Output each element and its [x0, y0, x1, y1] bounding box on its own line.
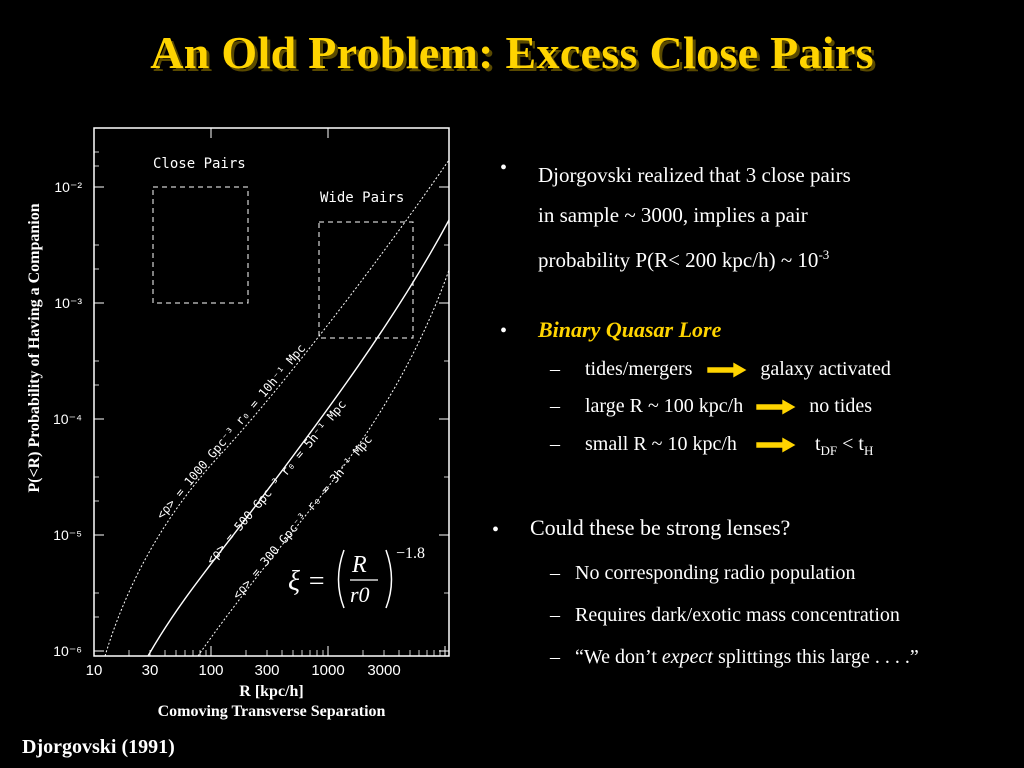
slide-title: An Old Problem: Excess Close Pairs [150, 27, 874, 78]
curve-300 [197, 269, 450, 657]
bullet-1: Djorgovski realized that 3 close pairs i… [538, 155, 851, 280]
wide-pairs-label: Wide Pairs [320, 190, 404, 206]
bullet-1-line3: probability P(R< 200 kpc/h) ~ 10-3 [538, 247, 830, 272]
bullet-3-sub1: No corresponding radio population [575, 562, 856, 584]
y-tick-label: 10⁻² [54, 179, 82, 195]
bullet-2-head: Binary Quasar Lore [538, 317, 722, 342]
y-tick-label: 10⁻⁶ [53, 643, 82, 659]
y-minor-ticks [94, 151, 449, 618]
bullet-2-sub2: large R ~ 100 kpc/h no tides [585, 395, 872, 417]
right-arrow-icon [756, 399, 797, 416]
curve-label-1000: <ρ> = 1000 Gpc⁻³ r₀ = 10h⁻¹ Mpc [154, 341, 309, 522]
plot-frame [93, 127, 450, 657]
x-tick-label: 3000 [367, 662, 400, 679]
bullet-2-sub1: tides/mergers galaxy activated [585, 358, 891, 380]
xlabel-units: R [kpc/h] [239, 683, 304, 700]
x-tick-label: 300 [254, 662, 279, 679]
y-tick-labels: 10⁻² 10⁻³ 10⁻⁴ 10⁻⁵ 10⁻⁶ [53, 179, 82, 659]
wide-pairs-box [318, 221, 414, 339]
formula-right-paren [385, 549, 393, 609]
dash: – [550, 433, 560, 455]
dash: – [550, 358, 560, 380]
bullet-marker: • [500, 157, 508, 179]
xlabel-title: Comoving Transverse Separation [157, 703, 386, 720]
citation: Djorgovski (1991) [22, 736, 175, 758]
curve-500 [147, 219, 450, 657]
formula-den: r0 [350, 582, 370, 607]
bullet-3-head: Could these be strong lenses? [530, 515, 791, 540]
dash: – [550, 395, 560, 417]
y-major-ticks [94, 186, 449, 652]
y-tick-label: 10⁻³ [54, 295, 82, 311]
correlation-formula: ξ = R r0 −1.8 [288, 545, 425, 609]
x-tick-labels: 10 30 100 300 1000 3000 [86, 662, 401, 679]
bullet-1-line1: Djorgovski realized that 3 close pairs [538, 163, 851, 187]
dash: – [550, 646, 560, 668]
x-tick-label: 30 [142, 662, 159, 679]
bullet-marker: • [500, 320, 508, 342]
bullet-3-sub2: Requires dark/exotic mass concentration [575, 604, 900, 626]
close-pairs-label: Close Pairs [153, 156, 246, 172]
dash: – [550, 604, 560, 626]
x-tick-label: 1000 [311, 662, 344, 679]
bullet-3-sub3: “We don’t expect splittings this large .… [575, 646, 919, 668]
formula-left-paren [337, 549, 345, 609]
formula-num: R [351, 552, 367, 578]
x-minor-ticks [128, 650, 441, 656]
right-arrow-icon [755, 437, 796, 454]
close-pairs-box [152, 186, 249, 304]
x-tick-label: 10 [86, 662, 103, 679]
x-major-ticks [93, 128, 446, 656]
right-arrow-icon [707, 362, 748, 379]
bullet-1-line2: in sample ~ 3000, implies a pair [538, 203, 808, 227]
x-tick-label: 100 [198, 662, 223, 679]
bullet-2-sub3: small R ~ 10 kpc/h tDF < tH [585, 433, 874, 458]
curve-1000 [104, 159, 450, 657]
y-tick-label: 10⁻⁵ [53, 527, 82, 543]
bullet-marker: • [492, 519, 500, 541]
formula-lhs: ξ = [288, 566, 326, 597]
dash: – [550, 562, 560, 584]
y-tick-label: 10⁻⁴ [53, 411, 82, 427]
formula-exp: −1.8 [396, 545, 425, 562]
